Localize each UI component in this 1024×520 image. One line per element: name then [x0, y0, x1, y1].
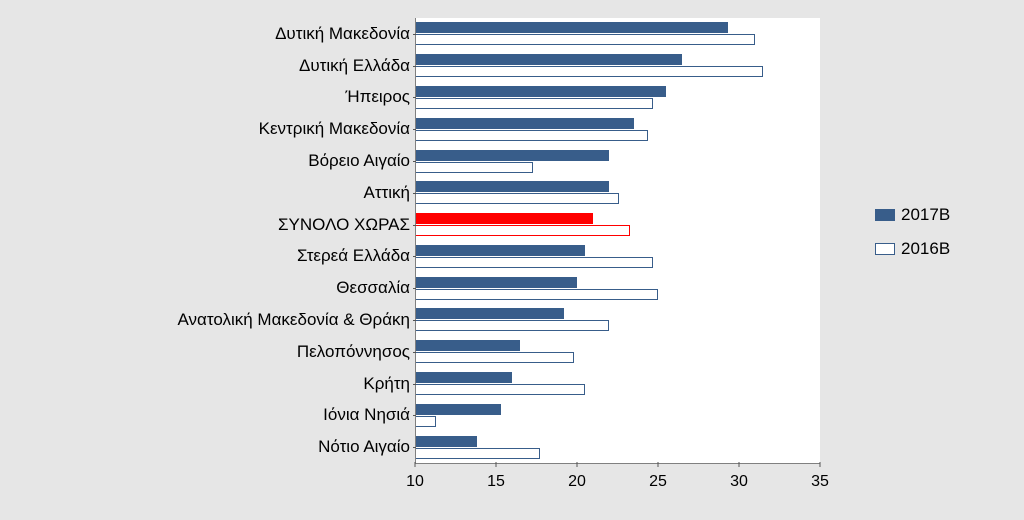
bar-2017b — [415, 245, 585, 256]
bar-2016b — [415, 66, 763, 77]
bar-2016b — [415, 162, 533, 173]
legend-label-2016b: 2016Β — [901, 239, 950, 259]
bar-2017b — [415, 277, 577, 288]
x-tick-label: 10 — [406, 473, 424, 491]
bar-2016b — [415, 130, 648, 141]
bar-2017b — [415, 340, 520, 351]
category-label: Δυτική Μακεδονία — [275, 24, 410, 44]
bar-2017b — [415, 118, 634, 129]
bar-2016b — [415, 320, 609, 331]
bar-2017b — [415, 150, 609, 161]
category-label: Αττική — [363, 183, 410, 203]
bar-2016b — [415, 34, 755, 45]
plot-area — [415, 18, 820, 463]
category-label: Στερεά Ελλάδα — [297, 246, 410, 266]
bar-2016b — [415, 289, 658, 300]
bar-2017b — [415, 22, 728, 33]
y-axis-labels: Δυτική Μακεδονία Δυτική Ελλάδα Ήπειρος Κεντ… — [20, 18, 410, 463]
legend-label-2017b: 2017Β — [901, 205, 950, 225]
chart-container: Δυτική Μακεδονία Δυτική Ελλάδα Ήπειρος Κεντ… — [20, 10, 840, 510]
legend-swatch-2017b — [875, 209, 895, 221]
category-label: Βόρειο Αιγαίο — [308, 151, 410, 171]
category-label: ΣΥΝΟΛΟ ΧΩΡΑΣ — [278, 215, 410, 235]
bar-2016b — [415, 416, 436, 427]
x-axis: 101520253035 — [415, 465, 820, 505]
bar-2017b — [415, 308, 564, 319]
bar-2017b — [415, 181, 609, 192]
bar-2017b — [415, 86, 666, 97]
bar-2017b — [415, 213, 593, 224]
bar-2017b — [415, 372, 512, 383]
category-label: Ιόνια Νησιά — [323, 405, 410, 425]
x-tick-label: 35 — [811, 473, 829, 491]
bar-2016b — [415, 448, 540, 459]
x-tick-label: 15 — [487, 473, 505, 491]
bar-2017b — [415, 54, 682, 65]
bar-2016b — [415, 98, 653, 109]
category-label: Θεσσαλία — [336, 278, 410, 298]
bar-2017b — [415, 404, 501, 415]
category-label: Ήπειρος — [345, 87, 410, 107]
bar-2016b — [415, 193, 619, 204]
bar-2016b — [415, 257, 653, 268]
legend-item-2017b: 2017Β — [875, 205, 1005, 225]
legend-item-2016b: 2016Β — [875, 239, 1005, 259]
x-tick-label: 25 — [649, 473, 667, 491]
legend: 2017Β 2016Β — [875, 205, 1005, 273]
category-label: Κρήτη — [363, 374, 410, 394]
category-label: Κεντρική Μακεδονία — [259, 119, 410, 139]
category-label: Ανατολική Μακεδονία & Θράκη — [178, 310, 410, 330]
bar-2017b — [415, 436, 477, 447]
bar-2016b — [415, 384, 585, 395]
legend-swatch-2016b — [875, 243, 895, 255]
x-tick-label: 20 — [568, 473, 586, 491]
category-label: Πελοπόννησος — [297, 342, 410, 362]
y-axis-line — [415, 18, 416, 463]
bar-2016b — [415, 225, 630, 236]
category-label: Δυτική Ελλάδα — [299, 56, 410, 76]
bar-2016b — [415, 352, 574, 363]
category-label: Νότιο Αιγαίο — [318, 437, 410, 457]
x-tick-label: 30 — [730, 473, 748, 491]
x-axis-line — [415, 463, 820, 464]
